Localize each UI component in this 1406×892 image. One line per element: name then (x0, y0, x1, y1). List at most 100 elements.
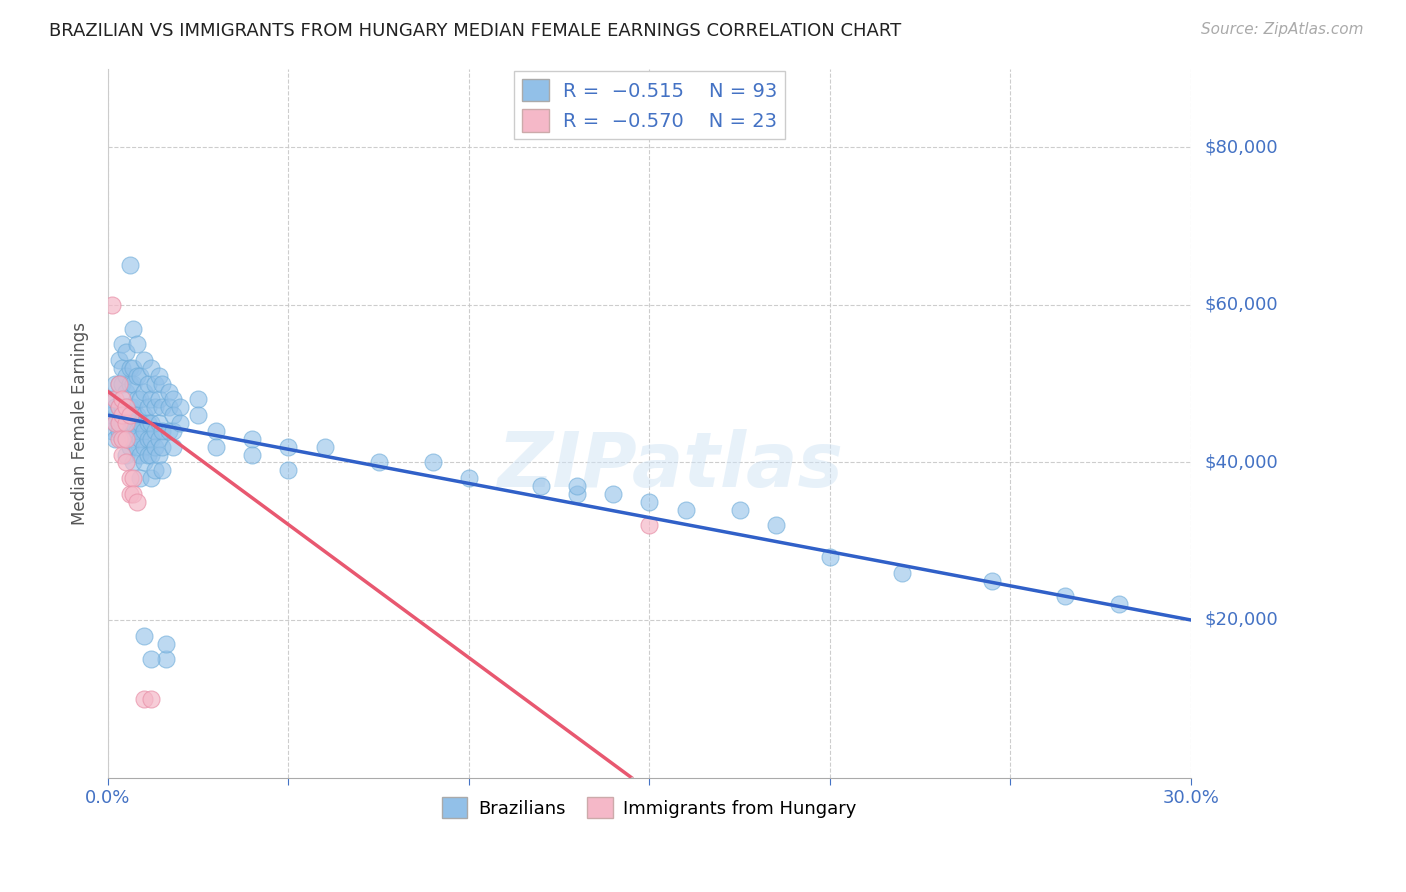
Point (162, 392, 184, 407)
Point (118, 408, 141, 422)
Point (118, 471, 141, 485)
Point (129, 416, 152, 430)
Point (141, 392, 163, 407)
Text: $40,000: $40,000 (1205, 453, 1278, 472)
Point (125, 392, 148, 407)
Point (132, 440, 155, 454)
Point (240, 432, 263, 446)
Point (122, 455, 145, 469)
Point (111, 432, 134, 446)
Point (115, 416, 138, 430)
Point (162, 424, 184, 438)
Point (132, 691, 155, 706)
Y-axis label: Median Female Earnings: Median Female Earnings (72, 321, 89, 524)
Point (125, 337, 148, 351)
Point (141, 432, 163, 446)
Point (136, 416, 159, 430)
Point (122, 432, 145, 446)
Point (100, 392, 122, 407)
Point (205, 424, 228, 438)
Point (143, 424, 166, 438)
Point (125, 440, 148, 454)
Point (136, 401, 159, 415)
Point (129, 368, 152, 383)
Point (111, 376, 134, 391)
Point (115, 432, 138, 446)
Point (115, 401, 138, 415)
Point (567, 479, 589, 493)
Point (818, 549, 841, 564)
Point (150, 376, 173, 391)
Point (100, 408, 122, 422)
Point (155, 652, 177, 666)
Point (122, 487, 145, 501)
Point (141, 416, 163, 430)
Point (132, 455, 155, 469)
Legend: Brazilians, Immigrants from Hungary: Brazilians, Immigrants from Hungary (434, 790, 865, 825)
Point (150, 463, 173, 477)
Point (981, 574, 1004, 588)
Point (118, 440, 141, 454)
Point (111, 401, 134, 415)
Point (115, 448, 138, 462)
Point (148, 368, 170, 383)
Point (129, 392, 152, 407)
Point (118, 259, 141, 273)
Point (129, 432, 152, 446)
Point (240, 448, 263, 462)
Point (108, 401, 131, 415)
Point (567, 487, 589, 501)
Point (115, 368, 138, 383)
Point (728, 502, 751, 516)
Point (136, 376, 159, 391)
Point (150, 440, 173, 454)
Point (115, 455, 138, 469)
Point (157, 401, 180, 415)
Point (169, 416, 191, 430)
Text: ZIPatlas: ZIPatlas (498, 428, 844, 502)
Point (125, 408, 148, 422)
Point (157, 384, 180, 399)
Point (132, 424, 155, 438)
Point (111, 337, 134, 351)
Point (115, 432, 138, 446)
Point (115, 384, 138, 399)
Point (141, 471, 163, 485)
Point (118, 360, 141, 375)
Point (367, 455, 389, 469)
Point (104, 416, 127, 430)
Text: $60,000: $60,000 (1205, 296, 1278, 314)
Point (141, 652, 163, 666)
Point (100, 298, 122, 312)
Point (458, 471, 481, 485)
Text: $80,000: $80,000 (1205, 138, 1278, 156)
Text: Source: ZipAtlas.com: Source: ZipAtlas.com (1201, 22, 1364, 37)
Point (150, 401, 173, 415)
Point (187, 392, 209, 407)
Point (118, 376, 141, 391)
Point (129, 471, 152, 485)
Point (118, 487, 141, 501)
Point (104, 376, 127, 391)
Point (314, 440, 336, 454)
Point (132, 408, 155, 422)
Point (1053, 590, 1076, 604)
Point (148, 432, 170, 446)
Point (118, 401, 141, 415)
Point (187, 408, 209, 422)
Text: BRAZILIAN VS IMMIGRANTS FROM HUNGARY MEDIAN FEMALE EARNINGS CORRELATION CHART: BRAZILIAN VS IMMIGRANTS FROM HUNGARY MED… (49, 22, 901, 40)
Point (104, 392, 127, 407)
Point (602, 487, 624, 501)
Point (115, 416, 138, 430)
Point (125, 368, 148, 383)
Point (143, 440, 166, 454)
Point (108, 432, 131, 446)
Point (129, 448, 152, 462)
Point (136, 432, 159, 446)
Point (108, 353, 131, 368)
Point (111, 432, 134, 446)
Point (118, 416, 141, 430)
Point (132, 629, 155, 643)
Point (115, 401, 138, 415)
Point (169, 401, 191, 415)
